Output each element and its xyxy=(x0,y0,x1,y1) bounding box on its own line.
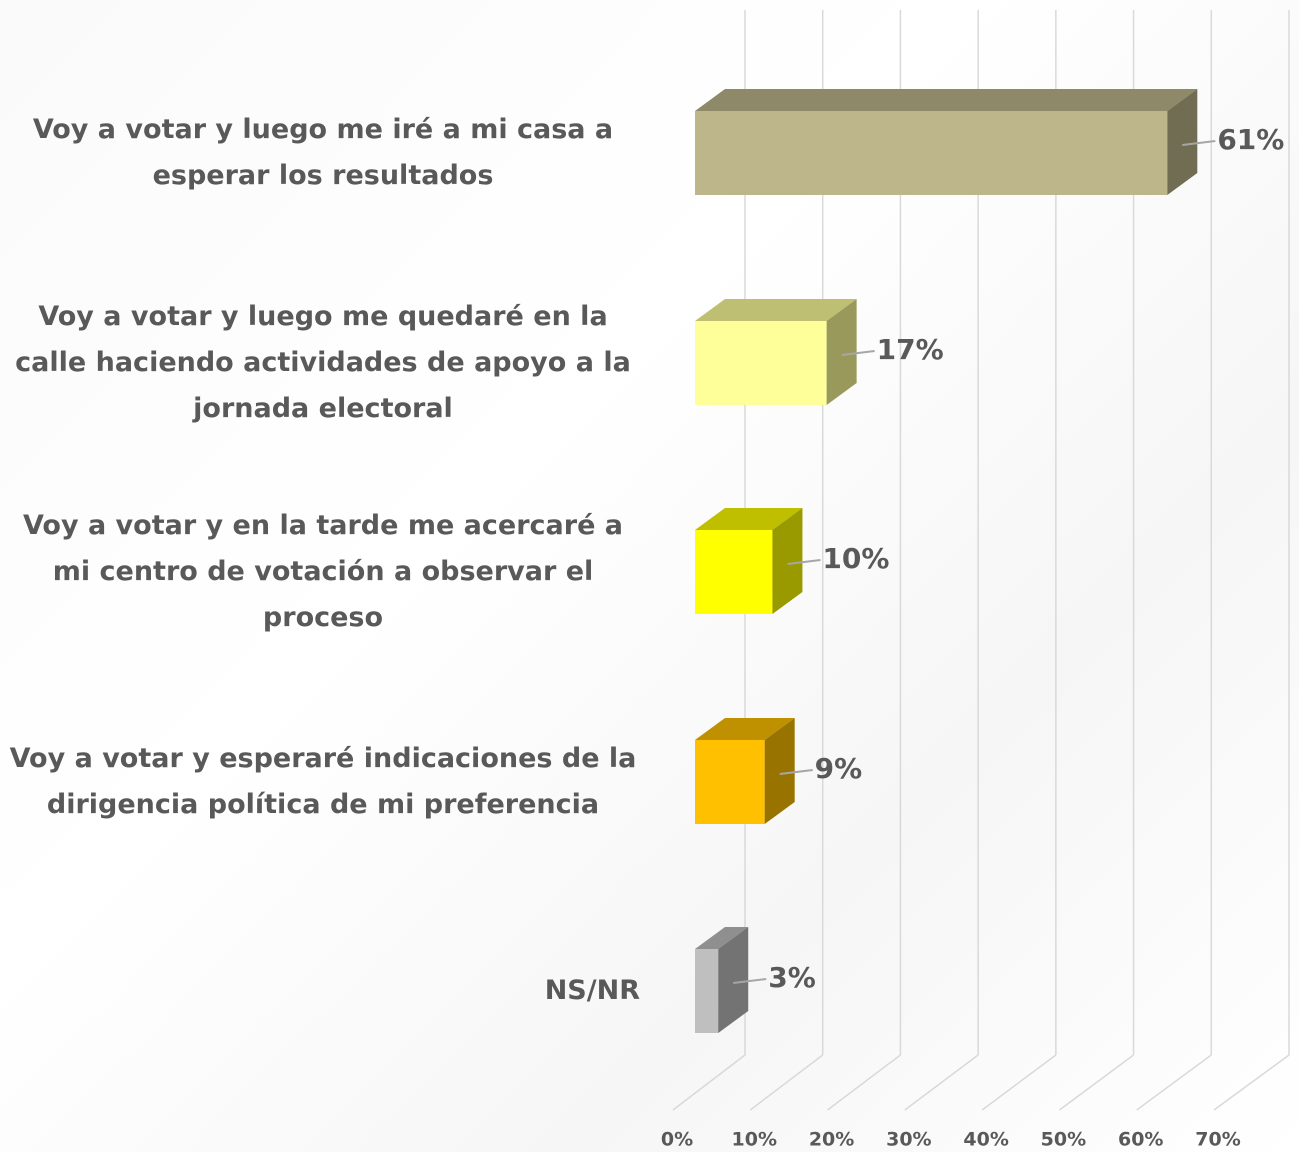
x-tick-label: 0% xyxy=(661,1129,693,1151)
category-text: NS/NR xyxy=(544,975,640,1006)
floor-grid-line xyxy=(749,1054,824,1111)
category-text: Voy a votar y esperaré indicaciones de l… xyxy=(9,743,637,820)
bar-top xyxy=(695,718,795,740)
bar xyxy=(695,321,827,405)
bar-side xyxy=(826,299,857,405)
category-label: NS/NR xyxy=(6,911,640,1071)
x-tick-label: 30% xyxy=(886,1129,931,1151)
category-label: Voy a votar y luego me iré a mi casa a e… xyxy=(6,73,640,233)
bar xyxy=(695,949,719,1033)
bar xyxy=(695,740,765,824)
bar-side xyxy=(772,508,803,614)
bar-top xyxy=(695,89,1198,111)
floor-grid-line xyxy=(827,1054,901,1111)
bar-side xyxy=(764,718,795,824)
floor-grid-line xyxy=(672,1054,746,1111)
bar-top xyxy=(695,299,857,321)
category-label: Voy a votar y esperaré indicaciones de l… xyxy=(6,702,640,862)
floor-grid-line xyxy=(981,1054,1057,1111)
x-tick-label: 20% xyxy=(809,1129,854,1151)
leader-line xyxy=(733,978,767,984)
value-label: 17% xyxy=(877,333,944,366)
bar-top xyxy=(695,508,803,530)
category-text: Voy a votar y en la tarde me acercaré a … xyxy=(22,510,624,633)
category-text: Voy a votar y luego me quedaré en la cal… xyxy=(15,301,631,424)
x-tick-label: 60% xyxy=(1118,1129,1163,1151)
leader-line xyxy=(779,769,813,775)
category-label: Voy a votar y en la tarde me acercaré a … xyxy=(6,492,640,652)
x-tick-label: 70% xyxy=(1195,1129,1240,1151)
value-label: 9% xyxy=(815,752,863,785)
value-label: 10% xyxy=(822,542,889,575)
bar-top xyxy=(695,927,749,949)
leader-line xyxy=(841,350,875,356)
bar-side xyxy=(1167,89,1198,195)
floor-grid-line xyxy=(1136,1054,1212,1111)
category-text: Voy a votar y luego me iré a mi casa a e… xyxy=(32,114,614,191)
leader-line xyxy=(787,559,821,565)
value-label: 3% xyxy=(768,961,816,994)
value-label: 61% xyxy=(1217,123,1284,156)
x-tick-label: 40% xyxy=(963,1129,1008,1151)
floor-grid-line xyxy=(1213,1054,1290,1111)
bar-side xyxy=(718,927,749,1033)
category-label: Voy a votar y luego me quedaré en la cal… xyxy=(6,283,640,443)
bar xyxy=(695,111,1168,195)
leader-line xyxy=(1182,140,1216,146)
x-tick-label: 10% xyxy=(732,1129,777,1151)
bar xyxy=(695,530,773,614)
x-tick-label: 50% xyxy=(1041,1129,1086,1151)
floor-grid-line xyxy=(904,1054,979,1111)
floor-grid-line xyxy=(1058,1054,1135,1111)
